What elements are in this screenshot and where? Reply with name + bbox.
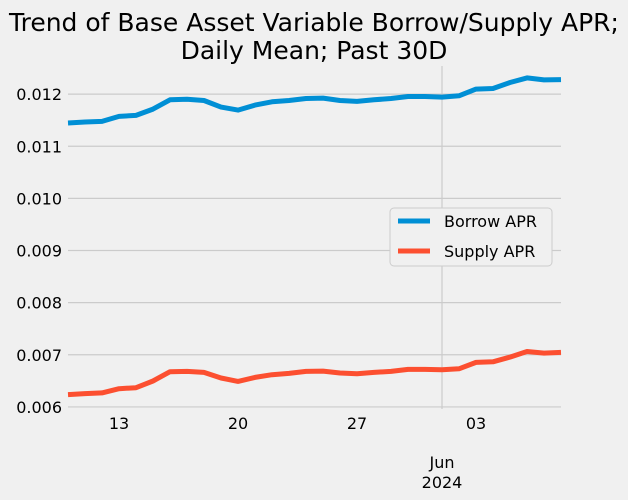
x-major-tick-label: Jun bbox=[429, 453, 455, 472]
chart-title-line-2: Daily Mean; Past 30D bbox=[181, 36, 448, 65]
y-tick-label: 0.007 bbox=[16, 346, 62, 365]
legend-label-borrow: Borrow APR bbox=[444, 212, 537, 231]
series-lines bbox=[67, 75, 562, 398]
legend: Borrow APR Supply APR bbox=[389, 207, 553, 267]
y-tick-label: 0.012 bbox=[16, 85, 62, 104]
x-tick-label: 27 bbox=[347, 414, 367, 433]
y-axis-ticks: 0.006 0.007 0.008 0.009 0.010 0.011 0.012 bbox=[16, 85, 62, 417]
chart-title-line-1: Trend of Base Asset Variable Borrow/Supp… bbox=[8, 8, 619, 37]
x-tick-label: 20 bbox=[228, 414, 248, 433]
legend-label-supply: Supply APR bbox=[444, 242, 535, 261]
grid bbox=[68, 66, 561, 409]
series-line-supply-apr bbox=[67, 349, 562, 398]
y-tick-label: 0.008 bbox=[16, 294, 62, 313]
x-major-tick-label: 2024 bbox=[422, 473, 463, 492]
series-line-borrow-apr bbox=[67, 75, 562, 126]
x-tick-label: 13 bbox=[109, 414, 129, 433]
y-tick-label: 0.010 bbox=[16, 189, 62, 208]
y-tick-label: 0.009 bbox=[16, 242, 62, 261]
y-tick-label: 0.006 bbox=[16, 398, 62, 417]
legend-box bbox=[389, 207, 553, 267]
y-tick-label: 0.011 bbox=[16, 137, 62, 156]
x-tick-label: 03 bbox=[466, 414, 486, 433]
